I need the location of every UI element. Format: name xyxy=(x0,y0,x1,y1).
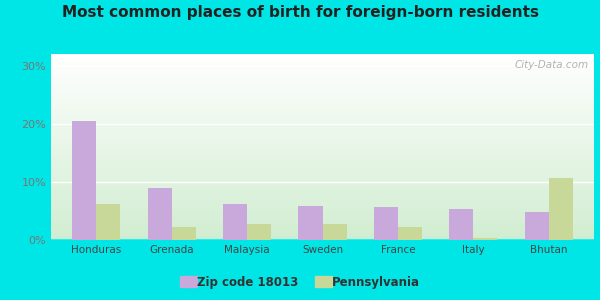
Bar xyxy=(96,204,121,240)
Bar xyxy=(247,224,271,240)
Bar xyxy=(72,121,96,240)
Bar xyxy=(323,224,347,240)
Bar xyxy=(172,227,196,240)
Bar xyxy=(148,188,172,240)
Bar xyxy=(223,204,247,240)
Bar xyxy=(549,178,573,240)
Bar xyxy=(524,212,549,240)
Bar xyxy=(449,208,473,240)
Bar xyxy=(398,226,422,240)
Text: Most common places of birth for foreign-born residents: Most common places of birth for foreign-… xyxy=(62,4,539,20)
Bar xyxy=(473,238,497,240)
Bar xyxy=(298,206,323,240)
Bar xyxy=(374,207,398,240)
Legend: Zip code 18013, Pennsylvania: Zip code 18013, Pennsylvania xyxy=(175,272,425,294)
Text: City-Data.com: City-Data.com xyxy=(514,60,589,70)
